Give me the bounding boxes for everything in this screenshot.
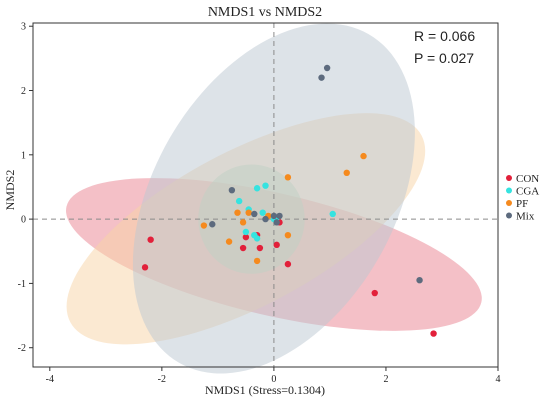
point-cga-11: [329, 210, 336, 218]
point-mix-5: [270, 212, 278, 220]
point-con-2: [141, 264, 149, 271]
point-cga-5: [259, 209, 266, 216]
point-pf-6: [253, 257, 261, 265]
point-mix-10: [416, 276, 423, 284]
axes: -4 -2 0 2 4 -2 -1 0 1 2 3: [18, 22, 501, 385]
point-cga-2: [253, 185, 261, 192]
point-con-6: [256, 244, 264, 252]
point-cga-1: [235, 197, 243, 205]
point-cga-8: [253, 235, 261, 242]
point-mix-1: [209, 221, 216, 228]
y-tick-label: 3: [21, 22, 26, 33]
x-tick-label: 4: [496, 374, 501, 385]
r-statistic: R = 0.066: [414, 28, 475, 44]
x-tick-label: 0: [271, 374, 276, 385]
legend-marker-con: [506, 175, 512, 181]
point-con-1: [147, 236, 154, 243]
x-tick-label: -2: [158, 374, 166, 385]
x-axis-label: NMDS1 (Stress=0.1304): [205, 383, 325, 397]
point-mix-3: [251, 210, 258, 218]
y-tick-label: -1: [18, 279, 26, 290]
point-con-4: [242, 233, 250, 241]
point-pf-10: [343, 169, 350, 177]
legend-label-pf: PF: [516, 198, 528, 210]
y-tick-label: 1: [21, 150, 26, 161]
point-mix-4: [262, 215, 269, 223]
y-tick-label: 2: [21, 86, 26, 97]
point-pf-2: [225, 238, 233, 245]
reference-lines: [33, 23, 498, 367]
point-cga-6: [242, 228, 250, 236]
x-tick-label: 2: [383, 374, 388, 385]
point-con-11: [430, 330, 437, 337]
point-mix-7: [276, 212, 283, 220]
point-con-3: [239, 244, 247, 252]
point-mix-9: [323, 64, 331, 72]
point-pf-11: [360, 152, 367, 160]
legend-label-con: CON: [516, 173, 539, 185]
point-pf-9: [284, 231, 292, 239]
point-pf-4: [239, 219, 247, 226]
y-axis-label: NMDS2: [3, 170, 17, 211]
point-con-9: [284, 260, 292, 268]
legend-label-cga: CGA: [516, 186, 539, 198]
legend-marker-cga: [506, 187, 512, 194]
point-con-10: [371, 289, 378, 297]
x-tick-label: -4: [46, 374, 54, 385]
point-pf-1: [200, 222, 208, 229]
point-pf-8: [284, 174, 292, 181]
legend-marker-pf: [506, 200, 512, 206]
point-mix-2: [228, 186, 236, 194]
point-cga-3: [262, 182, 269, 189]
chart-title: NMDS1 vs NMDS2: [208, 5, 322, 20]
y-tick-label: 0: [21, 215, 26, 226]
point-mix-8: [318, 74, 325, 81]
p-statistic: P = 0.027: [414, 50, 474, 66]
point-pf-3: [234, 209, 241, 216]
data-points: [141, 64, 437, 337]
legend-marker-mix: [506, 212, 512, 219]
legend-label-mix: Mix: [516, 211, 535, 223]
y-tick-label: -2: [18, 343, 26, 354]
point-con-7: [273, 241, 280, 249]
plot-frame: [32, 22, 499, 368]
point-mix-6: [273, 219, 280, 226]
point-pf-5: [245, 209, 252, 216]
